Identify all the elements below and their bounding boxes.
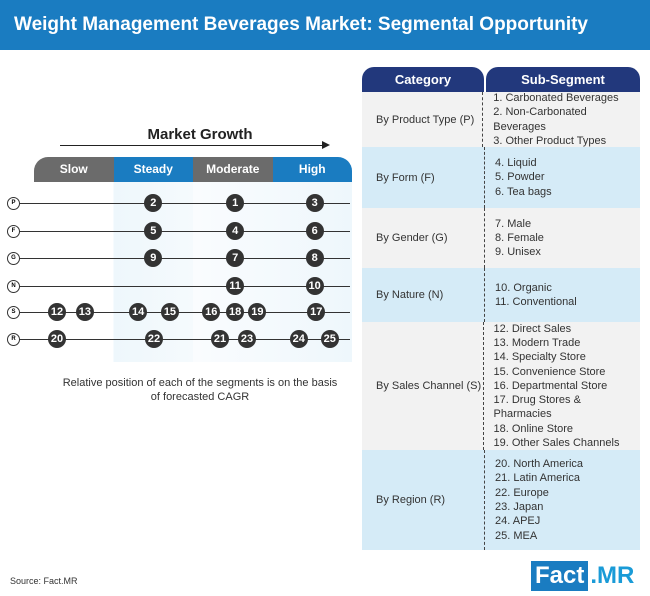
- sub-segment-item: 14. Specialty Store: [493, 351, 586, 364]
- category-cell: By Product Type (P): [362, 92, 484, 147]
- row-label: F: [7, 225, 20, 238]
- row-label: N: [7, 280, 20, 293]
- segment-bubble: 4: [226, 222, 245, 240]
- sub-segment-item: 11. Conventional: [495, 296, 577, 308]
- sub-segment-item: 19. Other Sales Channels: [493, 437, 620, 450]
- table-row: By Nature (N) 10. Organic 11. Conventional: [362, 268, 640, 322]
- segment-bubble: 23: [238, 330, 257, 348]
- segment-bubble: 17: [307, 303, 326, 321]
- sub-segment-item: 4. Liquid: [495, 157, 537, 170]
- segment-bubble: 1: [226, 194, 245, 212]
- header-sub-segment: Sub-Segment: [486, 67, 640, 92]
- sub-segment-item: 18. Online Store: [493, 422, 574, 435]
- sub-segment-item: 2. Non-Carbonated Beverages: [493, 106, 587, 133]
- segment-bubble: 11: [226, 277, 245, 295]
- page-title: Weight Management Beverages Market: Segm…: [0, 0, 650, 85]
- table-row: By Product Type (P) 1. Carbonated Beverag…: [362, 92, 640, 147]
- row-line-S: [14, 312, 350, 313]
- segment-bubble: 9: [144, 249, 163, 267]
- sub-segment-cell: 7. Male 8. Female 9. Unisex: [485, 217, 544, 260]
- sub-segment-item: 5. Powder: [495, 171, 545, 184]
- sub-segment-item: 25. MEA: [495, 529, 538, 542]
- row-line-F: [14, 231, 350, 232]
- segment-bubble: 7: [226, 249, 245, 267]
- segment-bubble: 20: [48, 330, 67, 348]
- category-cell: By Sales Channel (S): [362, 322, 484, 450]
- sub-segment-cell: 20. North America 21. Latin America 22. Eu…: [485, 457, 583, 543]
- sub-segment-item: 16. Departmental Store: [493, 379, 608, 392]
- sub-segment-item: 23. Japan: [495, 501, 544, 513]
- column-steady: Steady: [113, 157, 193, 182]
- column-high: High: [272, 157, 352, 182]
- category-cell: By Gender (G): [362, 208, 485, 268]
- sub-segment-item: 15. Convenience Store: [493, 365, 606, 378]
- sub-segment-item: 9. Unisex: [495, 246, 541, 259]
- segment-bubble: 24: [289, 330, 308, 348]
- sub-segment-item: 17. Drug Stores & Pharmacies: [493, 394, 581, 421]
- category-cell: By Nature (N): [362, 268, 485, 322]
- segment-bubble: 2: [144, 194, 163, 212]
- row-label: R: [7, 333, 20, 346]
- table-row: By Gender (G) 7. Male 8. Female 9. Unisex: [362, 208, 640, 268]
- sub-segment-item: 8. Female: [495, 231, 544, 244]
- segment-bubble: 18: [226, 303, 245, 321]
- sub-segment-item: 21. Latin America: [495, 472, 580, 485]
- sub-segment-item: 7. Male: [495, 217, 532, 230]
- growth-columns: Slow Steady Moderate High: [34, 157, 352, 182]
- category-cell: By Form (F): [362, 147, 485, 208]
- segment-bubble: 6: [305, 222, 324, 240]
- row-line-G: [14, 258, 350, 259]
- table-row: By Region (R) 20. North America 21. Latin …: [362, 450, 640, 550]
- chart-note: Relative position of each of the segment…: [62, 377, 338, 403]
- sub-segment-item: 24. APEJ: [495, 515, 541, 528]
- segment-bubble: 3: [305, 194, 324, 212]
- segment-bubble: 8: [305, 249, 324, 267]
- market-growth-label: Market Growth: [147, 126, 253, 143]
- table-row: By Sales Channel (S) 12. Direct Sales 13. …: [362, 322, 640, 450]
- segment-bubble: 14: [129, 303, 148, 321]
- segment-bubble: 10: [305, 277, 324, 295]
- segment-bubble: 16: [202, 303, 221, 321]
- row-label: P: [7, 197, 20, 210]
- row-label: S: [7, 306, 20, 319]
- sub-segment-cell: 1. Carbonated Beverages 2. Non-Carbonated…: [483, 91, 640, 148]
- source-note: Source: Fact.MR: [10, 576, 78, 586]
- segment-bubble: 13: [75, 303, 94, 321]
- sub-segment-cell: 12. Direct Sales 13. Modern Trade 14. Spec…: [484, 322, 641, 451]
- segment-table: Category Sub-Segment By Product Type (P)…: [362, 67, 640, 550]
- segment-bubble: 25: [320, 330, 339, 348]
- segment-bubble: 12: [48, 303, 67, 321]
- row-line-N: [14, 286, 350, 287]
- segment-bubble: 5: [144, 222, 163, 240]
- segment-bubble: 19: [248, 303, 267, 321]
- sub-segment-item: 3. Other Product Types: [493, 134, 607, 147]
- column-slow: Slow: [34, 157, 114, 182]
- sub-segment-item: 6. Tea bags: [495, 185, 552, 198]
- logo-part2: .MR: [590, 562, 635, 589]
- sub-segment-cell: 10. Organic 11. Conventional: [485, 281, 577, 310]
- sub-segment-item: 12. Direct Sales: [493, 322, 572, 335]
- row-line-P: [14, 203, 350, 204]
- table-row: By Form (F) 4. Liquid 5. Powder 6. Tea bags: [362, 147, 640, 208]
- row-line-R: [14, 339, 350, 340]
- segment-bubble: 15: [160, 303, 179, 321]
- sub-segment-item: 1. Carbonated Beverages: [493, 91, 619, 104]
- category-cell: By Region (R): [362, 450, 485, 550]
- logo-part1: Fact: [531, 561, 589, 591]
- row-label: G: [7, 252, 20, 265]
- sub-segment-item: 13. Modern Trade: [493, 336, 581, 349]
- sub-segment-cell: 4. Liquid 5. Powder 6. Tea bags: [485, 156, 552, 199]
- header-category: Category: [362, 67, 484, 92]
- segment-bubble: 22: [145, 330, 164, 348]
- column-moderate: Moderate: [193, 157, 273, 182]
- segment-bubble: 21: [211, 330, 230, 348]
- growth-arrow-icon: [60, 141, 330, 149]
- sub-segment-item: 10. Organic: [495, 281, 552, 294]
- sub-segment-item: 22. Europe: [495, 486, 549, 499]
- factmr-logo: Fact .MR: [531, 561, 634, 591]
- sub-segment-item: 20. North America: [495, 458, 584, 471]
